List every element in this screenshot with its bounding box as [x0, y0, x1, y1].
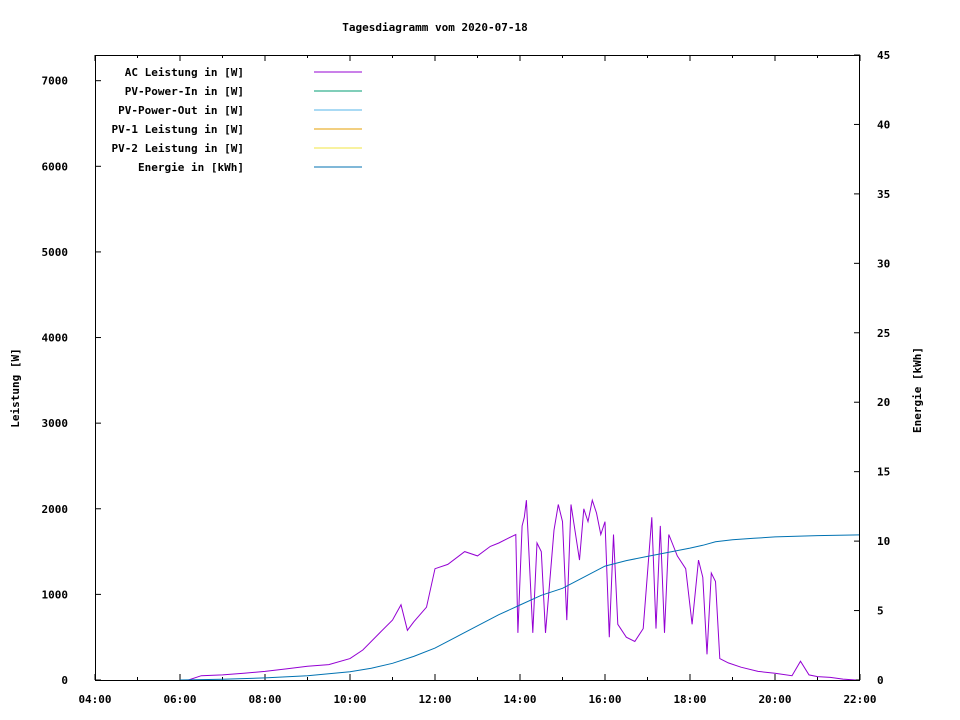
y-tick-label: 4000 [42, 332, 69, 345]
x-tick-label: 10:00 [333, 693, 366, 706]
y2-tick-label: 15 [877, 466, 890, 479]
y2-tick-label: 45 [877, 49, 890, 62]
plot-border [95, 55, 860, 681]
plot-area [179, 498, 861, 681]
y2-tick-label: 25 [877, 327, 890, 340]
y2-tick-label: 20 [877, 396, 890, 409]
y-tick-label: 3000 [42, 417, 69, 430]
legend-label: PV-Power-In in [W] [125, 85, 244, 98]
legend-label: AC Leistung in [W] [125, 66, 244, 79]
chart-title: Tagesdiagramm vom 2020-07-18 [342, 21, 527, 34]
x-tick-label: 22:00 [843, 693, 876, 706]
y2-tick-label: 35 [877, 188, 890, 201]
y-tick-label: 2000 [42, 503, 69, 516]
x-tick-label: 08:00 [248, 693, 281, 706]
y-tick-label: 7000 [42, 75, 69, 88]
x-tick-label: 12:00 [418, 693, 451, 706]
y2-axis-label: Energie [kWh] [911, 347, 924, 433]
x-tick-label: 20:00 [758, 693, 791, 706]
legend-label: PV-1 Leistung in [W] [112, 123, 244, 136]
legend: AC Leistung in [W] PV-Power-In in [W] PV-P… [112, 66, 362, 174]
x-tick-label: 06:00 [163, 693, 196, 706]
tick-marks: 04:00 06:00 08:00 10:00 12:00 14:00 16:00 18:00… [42, 49, 891, 706]
series-line [179, 534, 861, 681]
y2-tick-label: 30 [877, 257, 890, 270]
y-tick-label: 1000 [42, 588, 69, 601]
legend-label: PV-2 Leistung in [W] [112, 142, 244, 155]
y-tick-label: 5000 [42, 246, 69, 259]
x-tick-label: 04:00 [78, 693, 111, 706]
x-tick-label: 18:00 [673, 693, 706, 706]
y2-tick-label: 10 [877, 535, 890, 548]
y2-tick-label: 40 [877, 118, 890, 131]
y2-tick-label: 5 [877, 605, 884, 618]
legend-label: PV-Power-Out in [W] [118, 104, 244, 117]
legend-label: Energie in [kWh] [138, 161, 244, 174]
x-tick-label: 16:00 [588, 693, 621, 706]
series-line [188, 498, 856, 681]
y2-tick-label: 0 [877, 674, 884, 687]
y-tick-label: 6000 [42, 160, 69, 173]
y-tick-label: 0 [61, 674, 68, 687]
x-tick-label: 14:00 [503, 693, 536, 706]
y-axis-label: Leistung [W] [9, 348, 22, 427]
